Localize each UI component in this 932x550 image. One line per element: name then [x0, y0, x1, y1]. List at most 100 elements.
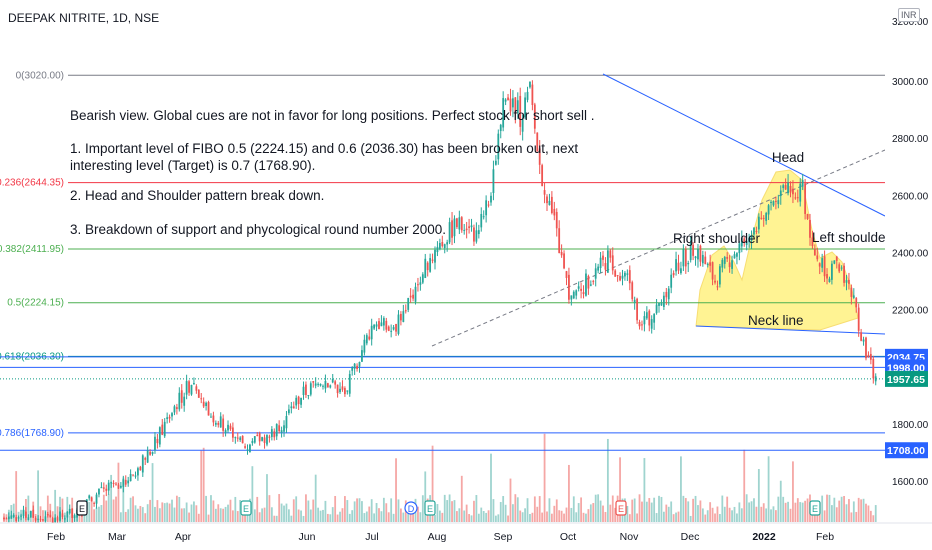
- volume-bar: [375, 502, 378, 522]
- volume-bar: [633, 498, 636, 522]
- volume-bar: [711, 507, 714, 522]
- time-axis-bg: [0, 523, 932, 550]
- candle-body: [368, 336, 371, 340]
- volume-bar: [560, 510, 563, 522]
- volume-bar: [806, 498, 809, 522]
- volume-bar: [789, 508, 792, 522]
- candle-body: [865, 337, 867, 359]
- candle-body: [831, 263, 833, 280]
- price-axis[interactable]: 1600.001800.002000.002200.002400.002600.…: [885, 0, 932, 550]
- candle-body: [390, 330, 393, 332]
- candle-body: [543, 190, 546, 195]
- volume-bar: [628, 514, 631, 522]
- candle-body: [397, 314, 400, 334]
- candle-body: [287, 409, 290, 414]
- candle-body: [711, 262, 714, 280]
- candle-body: [624, 272, 626, 277]
- price-tick-label: 1800.00: [892, 420, 929, 431]
- candle-body: [529, 81, 531, 88]
- price-tick-label-top: 3200.00: [892, 17, 929, 28]
- volume-bar: [280, 503, 283, 522]
- volume-bar: [285, 503, 288, 522]
- candle-body: [443, 244, 446, 249]
- candle-body: [531, 84, 534, 105]
- candle-body: [782, 185, 785, 189]
- volume-bar: [241, 514, 244, 522]
- candle-body: [641, 324, 643, 326]
- volume-bar: [268, 495, 271, 522]
- candle-body: [818, 263, 821, 267]
- price-tick-label: 2400.00: [892, 248, 929, 259]
- candle-body: [560, 251, 563, 256]
- candle-body: [261, 437, 264, 441]
- volume-bar: [202, 447, 205, 522]
- volume-bar: [606, 438, 609, 522]
- candle-body: [365, 335, 368, 344]
- volume-bar: [743, 449, 746, 522]
- candle-body: [867, 354, 870, 357]
- annotation-summary: Bearish view. Global cues are not in fav…: [70, 108, 595, 123]
- volume-bar: [431, 445, 434, 522]
- candle-body: [589, 284, 592, 286]
- candle-body: [358, 362, 361, 367]
- candle-body: [59, 511, 61, 521]
- volume-bar: [626, 505, 629, 522]
- candle-body: [774, 200, 777, 202]
- volume-bar: [373, 513, 376, 522]
- candle-body: [565, 271, 568, 278]
- volume-bar: [731, 510, 733, 522]
- candle-body: [582, 292, 585, 295]
- candle-body: [363, 339, 366, 353]
- candle-body: [217, 422, 220, 425]
- candle-body: [840, 267, 843, 269]
- volume-bar: [197, 513, 200, 522]
- earnings-marker: [240, 500, 252, 516]
- candle-body: [460, 217, 463, 231]
- volume-bar: [543, 433, 546, 522]
- volume-bar: [477, 513, 480, 522]
- candle-body: [253, 436, 256, 443]
- volume-bar: [602, 505, 604, 522]
- volume-bar: [728, 507, 731, 522]
- volume-bar: [838, 500, 841, 522]
- volume-bar: [178, 496, 181, 522]
- candle-body: [88, 495, 91, 499]
- candle-body: [246, 449, 249, 451]
- candle-body: [616, 275, 619, 277]
- trend-lines: [431, 73, 886, 347]
- volume-bar: [292, 499, 295, 522]
- candle-body: [636, 298, 638, 321]
- candle-body: [168, 416, 171, 419]
- candle-body: [373, 324, 376, 329]
- volume-bar: [105, 500, 108, 522]
- candle-body: [361, 350, 363, 362]
- volume-bar: [494, 515, 497, 522]
- volume-bar: [95, 507, 98, 522]
- candle-body: [375, 324, 378, 327]
- time-tick-label: Apr: [175, 531, 192, 543]
- candle-body: [263, 437, 266, 443]
- candle-body: [555, 211, 558, 229]
- volume-bar: [614, 507, 617, 522]
- symbol-title[interactable]: DEEPAK NITRITE, 1D, NSE: [8, 11, 160, 25]
- volume-bar: [641, 501, 643, 522]
- volume-bar: [697, 505, 699, 522]
- candle-body: [577, 286, 580, 289]
- volume-bar: [516, 497, 519, 522]
- volume-bar: [733, 506, 736, 522]
- candle-body: [290, 406, 293, 409]
- candle-body: [431, 259, 434, 261]
- candle-body: [158, 427, 161, 445]
- volume-bar: [526, 498, 529, 522]
- volume-bar: [434, 514, 436, 522]
- volume-bar: [568, 464, 570, 522]
- volume-bar: [117, 462, 120, 522]
- volume-bar: [865, 503, 867, 522]
- candle-body: [404, 310, 407, 312]
- volume-bar: [98, 506, 100, 522]
- time-axis[interactable]: Feb Mar Apr Jun Jul Aug Sep Oct Nov Dec 2022 Feb: [0, 522, 932, 550]
- fib-label: 0(3020.00): [16, 70, 64, 81]
- volume-bar: [441, 512, 444, 522]
- volume-bar: [587, 509, 590, 522]
